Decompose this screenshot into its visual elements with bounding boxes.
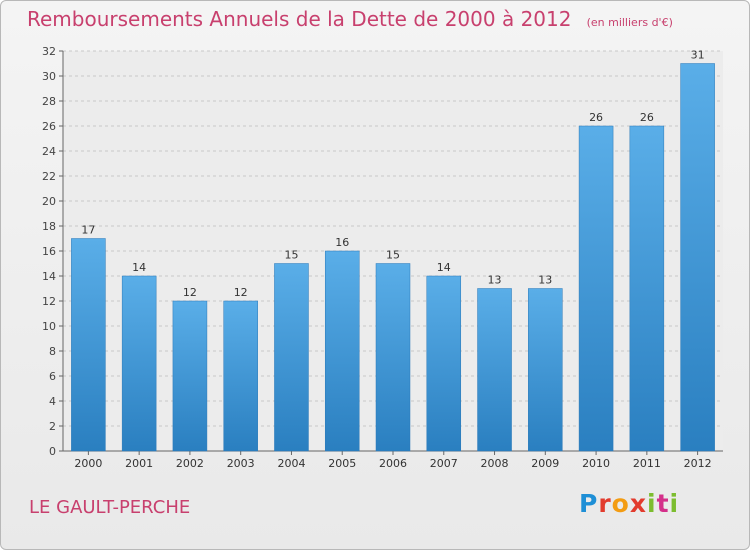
x-tick-label-2011: 2011	[633, 457, 661, 470]
bar-2012	[680, 63, 715, 452]
proxiti-logo: Proxiti	[579, 489, 680, 518]
data-label-2010: 26	[589, 111, 603, 124]
x-tick-label-2000: 2000	[74, 457, 102, 470]
y-tick-label: 28	[42, 95, 56, 108]
data-label-2007: 14	[437, 261, 451, 274]
x-tick-label-2002: 2002	[176, 457, 204, 470]
bar-2010	[578, 125, 614, 452]
y-tick-label: 18	[42, 220, 56, 233]
x-tick-label-2009: 2009	[531, 457, 559, 470]
data-label-2004: 15	[284, 249, 298, 262]
data-label-2009: 13	[538, 274, 552, 287]
x-tick-label-2004: 2004	[277, 457, 305, 470]
y-tick-label: 22	[42, 170, 56, 183]
x-tick-label-2007: 2007	[430, 457, 458, 470]
data-label-2006: 15	[386, 249, 400, 262]
x-tick-labels: 2000 2001 2002 2003 2004 2005 2006 2007 2008 2009…	[74, 457, 711, 470]
y-tick-label: 12	[42, 295, 56, 308]
data-label-2003: 12	[234, 286, 248, 299]
x-tick-label-2006: 2006	[379, 457, 407, 470]
y-tick-label: 10	[42, 320, 56, 333]
chart-title: Remboursements Annuels de la Dette de 20…	[27, 7, 572, 31]
data-label-2000: 17	[81, 224, 95, 237]
bar-2001	[121, 275, 157, 452]
y-tick-label: 20	[42, 195, 56, 208]
y-tick-label: 4	[49, 395, 56, 408]
chart-unit: (en milliers d'€)	[586, 16, 673, 29]
x-tick-label-2005: 2005	[328, 457, 356, 470]
bar-2003	[223, 300, 258, 452]
y-tick-label: 2	[49, 420, 56, 433]
y-tick-label: 6	[49, 370, 56, 383]
y-tick-label: 8	[49, 345, 56, 358]
y-tick-label: 0	[49, 445, 56, 458]
bar-2002	[172, 300, 208, 452]
bar-2000	[71, 238, 106, 452]
commune-name: LE GAULT-PERCHE	[29, 497, 191, 518]
bar-2006	[375, 263, 411, 452]
chart-title-block: Remboursements Annuels de la Dette de 20…	[27, 7, 673, 31]
data-label-2008: 13	[488, 274, 502, 287]
bar-2007	[426, 275, 462, 452]
bar-2009	[528, 288, 563, 452]
y-tick-label: 30	[42, 70, 56, 83]
y-tick-label: 14	[42, 270, 56, 283]
bar-2004	[274, 263, 309, 452]
data-label-2005: 16	[335, 236, 349, 249]
data-labels: 17 14 12 12 15 16 15 14 13 13 26 26 31	[81, 49, 704, 300]
x-tick-label-2003: 2003	[227, 457, 255, 470]
data-label-2001: 14	[132, 261, 146, 274]
data-label-2011: 26	[640, 111, 654, 124]
data-label-2002: 12	[183, 286, 197, 299]
y-tick-label: 32	[42, 45, 56, 58]
bar-2005	[324, 250, 360, 452]
y-tick-label: 16	[42, 245, 56, 258]
x-tick-label-2008: 2008	[481, 457, 509, 470]
x-tick-label-2010: 2010	[582, 457, 610, 470]
bars	[71, 63, 715, 452]
y-tick-label: 24	[42, 145, 56, 158]
y-tick-label: 26	[42, 120, 56, 133]
data-label-2012: 31	[691, 49, 705, 62]
x-tick-label-2001: 2001	[125, 457, 153, 470]
bar-2011	[629, 125, 665, 452]
bar-2008	[477, 288, 512, 452]
x-tick-label-2012: 2012	[684, 457, 712, 470]
